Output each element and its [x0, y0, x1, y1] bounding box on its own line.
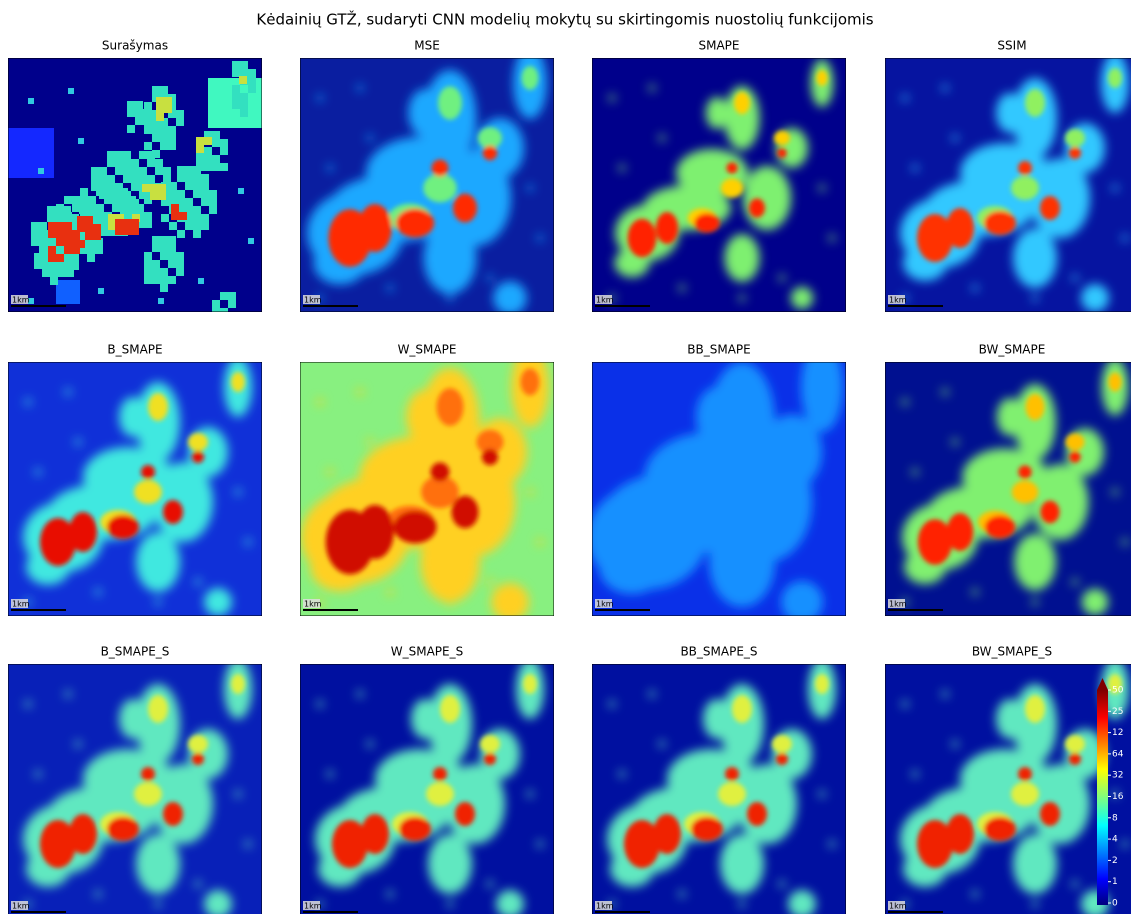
map-panel: 1km: [885, 659, 1131, 914]
map-panel: 1km: [300, 659, 554, 914]
colorbar-tick-label: 16: [1112, 792, 1124, 802]
map-panel: 1km: [885, 53, 1131, 312]
panel-title: BB_SMAPE: [687, 343, 750, 357]
scale-label: 1km: [12, 600, 30, 609]
map-panel: 1km: [587, 342, 846, 623]
scale-label: 1km: [596, 902, 614, 911]
panel-title: BB_SMAPE_S: [680, 645, 757, 659]
scale-label: 1km: [304, 902, 322, 911]
panel-title: MSE: [414, 39, 440, 53]
panel-title: BW_SMAPE_S: [972, 645, 1052, 659]
figure-title: Kėdainių GTŽ, sudaryti CNN modelių mokyt…: [256, 10, 873, 29]
panel-title: BW_SMAPE: [979, 343, 1046, 357]
scale-label: 1km: [596, 600, 614, 609]
map-panel: 1km: [592, 659, 846, 914]
colorbar-tick-label: 1: [1112, 877, 1118, 887]
panel-title: W_SMAPE_S: [391, 645, 463, 659]
panel-title: Surašymas: [102, 39, 168, 53]
map-panel: 1km: [885, 359, 1131, 617]
map-panel: 1km: [300, 47, 554, 315]
panel-title: SMAPE: [699, 39, 740, 53]
colorbar-tick-label: 2: [1112, 856, 1118, 866]
scale-label: 1km: [889, 600, 907, 609]
panel-title: W_SMAPE: [398, 343, 457, 357]
figure: Kėdainių GTŽ, sudaryti CNN modelių mokyt…: [0, 0, 1131, 914]
colorbar-tick-label: 64: [1112, 749, 1124, 759]
scale-label: 1km: [889, 902, 907, 911]
map-panel: 1km: [8, 58, 262, 316]
colorbar-tick-label: 4: [1112, 835, 1118, 845]
scale-label: 1km: [304, 600, 322, 609]
scale-label: 1km: [889, 296, 907, 305]
panel-title: B_SMAPE_S: [101, 645, 170, 659]
map-panel: 1km: [8, 659, 262, 914]
colorbar-tick-label: 25: [1112, 707, 1123, 717]
colorbar-tick-label: 50: [1112, 686, 1124, 696]
scale-label: 1km: [12, 296, 30, 305]
scale-label: 1km: [596, 296, 614, 305]
colorbar-tick-label: 0: [1112, 899, 1118, 909]
map-panel: 1km: [592, 58, 846, 312]
map-panel: 1km: [300, 347, 554, 621]
colorbar: [1097, 690, 1108, 905]
colorbar-tick-label: 32: [1112, 771, 1123, 781]
scale-label: 1km: [304, 296, 322, 305]
panel-title: SSIM: [997, 39, 1026, 53]
panel-title: B_SMAPE: [107, 343, 162, 357]
map-panel: 1km: [8, 357, 262, 616]
colorbar-tick-label: 12: [1112, 728, 1123, 738]
scale-label: 1km: [12, 902, 30, 911]
colorbar-tick-label: 8: [1112, 813, 1118, 823]
